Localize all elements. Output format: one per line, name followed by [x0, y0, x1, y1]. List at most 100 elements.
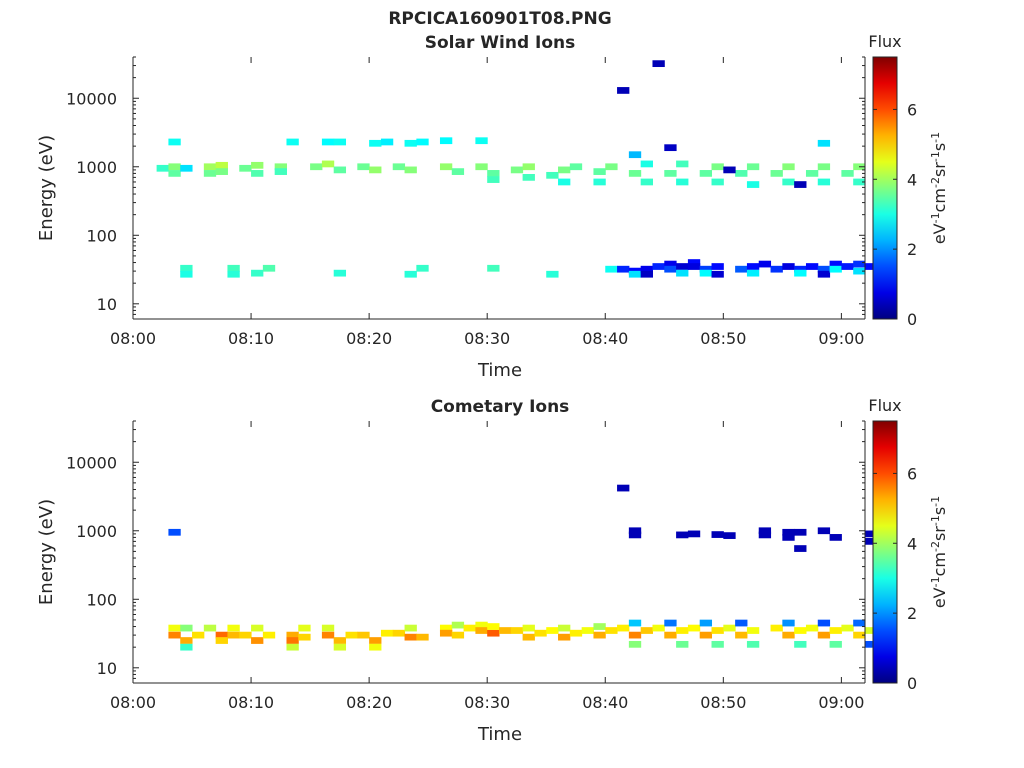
- spectrogram-cell: [439, 624, 453, 632]
- spectrogram-cell: [758, 527, 772, 535]
- spectrogram-cell: [794, 269, 807, 277]
- spectrogram-cell: [699, 269, 713, 277]
- x-axis-label: Time: [477, 360, 522, 381]
- spectrogram-cell: [628, 170, 642, 177]
- spectrogram-cell: [404, 166, 417, 174]
- spectrogram-cell: [416, 138, 429, 146]
- spectrogram-cell: [794, 627, 807, 634]
- y-tick-label: 10: [97, 659, 117, 678]
- colorbar-units-label: eV-1cm-2sr-1s-1: [929, 132, 950, 244]
- spectrogram-cell: [605, 265, 618, 273]
- spectrogram-cell: [746, 627, 760, 634]
- spectrogram-cell: [227, 624, 240, 632]
- spectrogram-cell: [180, 164, 193, 172]
- spectrogram-cell: [168, 528, 181, 536]
- spectrogram-cell: [321, 138, 335, 146]
- spectrogram-cell: [735, 170, 748, 177]
- colorbar: 0 2 4 6 eV-1cm-2sr-1s-1: [872, 56, 950, 329]
- colorbar-tick-label: 6: [907, 100, 917, 119]
- spectrogram-cell: [487, 264, 500, 272]
- spectrogram-cell: [392, 163, 406, 171]
- spectrogram-cell: [475, 137, 488, 145]
- spectrogram-cell: [180, 643, 193, 651]
- spectrogram-cell: [439, 629, 453, 637]
- spectrogram-cell: [640, 270, 653, 278]
- spectrogram-cell: [699, 619, 713, 627]
- spectrogram-cell: [628, 631, 642, 639]
- spectrogram-cell: [569, 163, 583, 171]
- y-tick-label: 1000: [76, 158, 117, 177]
- spectrogram-cell: [180, 637, 193, 644]
- spectrogram-cell: [333, 166, 347, 174]
- spectrogram-cell: [711, 627, 724, 634]
- spectrogram-cell: [286, 643, 299, 651]
- spectrogram-cell: [251, 170, 264, 177]
- spectrogram-cell: [628, 270, 642, 278]
- spectrogram-cell: [640, 160, 653, 168]
- spectrogram-cell: [333, 138, 347, 146]
- spectrogram-cell: [676, 640, 689, 648]
- spectrogram-cell: [380, 138, 394, 146]
- spectrogram-cell: [239, 631, 252, 639]
- spectrogram-cell: [274, 168, 287, 175]
- spectrogram-cell: [805, 624, 819, 632]
- spectrogram-cell: [605, 627, 618, 634]
- spectrogram-cell: [841, 624, 854, 632]
- spectrogram-cell: [676, 263, 689, 270]
- colorbar-gradient: [872, 420, 898, 684]
- spectrogram-cell: [558, 633, 571, 641]
- spectrogram-cell: [782, 528, 795, 536]
- spectrogram-cell: [333, 637, 347, 644]
- spectrogram-cell: [676, 627, 689, 634]
- y-axis-label: Energy (eV): [36, 135, 57, 241]
- spectrogram-cell: [251, 269, 264, 277]
- spectrogram-cell: [298, 633, 311, 641]
- spectrogram-cell: [286, 637, 299, 644]
- spectrogram-cell: [699, 265, 713, 273]
- spectrogram-cell: [522, 174, 535, 181]
- y-axis-label: Energy (eV): [36, 499, 57, 605]
- spectrogram-cell: [770, 624, 783, 632]
- spectrogram-cell: [617, 265, 630, 273]
- x-tick-label: 08:30: [464, 693, 510, 712]
- plot-axes: 08:00 08:10 08:20 08:30 08:40 08:50 09:00 10 100…: [66, 420, 866, 712]
- spectrogram-cell: [676, 178, 689, 186]
- spectrogram-cell: [239, 164, 252, 172]
- spectrogram-cell: [487, 623, 500, 630]
- spectrogram-cell: [640, 178, 653, 186]
- x-tick-label: 08:20: [346, 329, 392, 348]
- spectrogram-cell: [687, 259, 701, 266]
- spectrogram-cell: [558, 166, 571, 174]
- x-tick-label: 08:20: [346, 693, 392, 712]
- spectrogram-cell: [782, 631, 795, 639]
- spectrogram-cell: [475, 163, 488, 171]
- spectrogram-cell: [758, 531, 772, 539]
- spectrogram-cell: [215, 631, 228, 639]
- spectrogram-cell: [416, 633, 429, 641]
- spectrogram-cell: [640, 627, 653, 634]
- spectrogram-cell: [593, 631, 606, 639]
- colorbar-tick-label: 2: [907, 240, 917, 259]
- spectrogram-cell: [817, 178, 831, 186]
- spectrogram-cell: [853, 267, 866, 275]
- y-tick-label: 10000: [66, 89, 117, 108]
- spectrogram-cell: [711, 163, 724, 171]
- solar-wind-ions-panel: Solar Wind Ions 08:00 08:10 08:20 08:30 08:4…: [36, 32, 949, 381]
- spectrogram-cell: [794, 265, 807, 273]
- spectrogram-cell: [439, 163, 453, 171]
- spectrogram-cell: [829, 534, 842, 541]
- colorbar-tick-label: 2: [907, 604, 917, 623]
- y-tick-label: 1000: [76, 522, 117, 541]
- spectrogram-cell: [357, 163, 370, 171]
- spectrogram-cell: [853, 260, 866, 268]
- x-tick-label: 08:30: [464, 329, 510, 348]
- spectrogram-cell: [451, 621, 465, 629]
- y-tick-label: 10: [97, 295, 117, 314]
- spectrogram-cell: [369, 139, 382, 147]
- spectrogram-cell: [286, 138, 299, 146]
- spectrogram-cell: [817, 163, 831, 171]
- cometary-ions-panel: Cometary Ions 08:00 08:10 08:20 08:30 08:40 0…: [36, 396, 949, 745]
- spectrogram-cell: [487, 170, 500, 177]
- spectrogram-cell: [735, 631, 748, 639]
